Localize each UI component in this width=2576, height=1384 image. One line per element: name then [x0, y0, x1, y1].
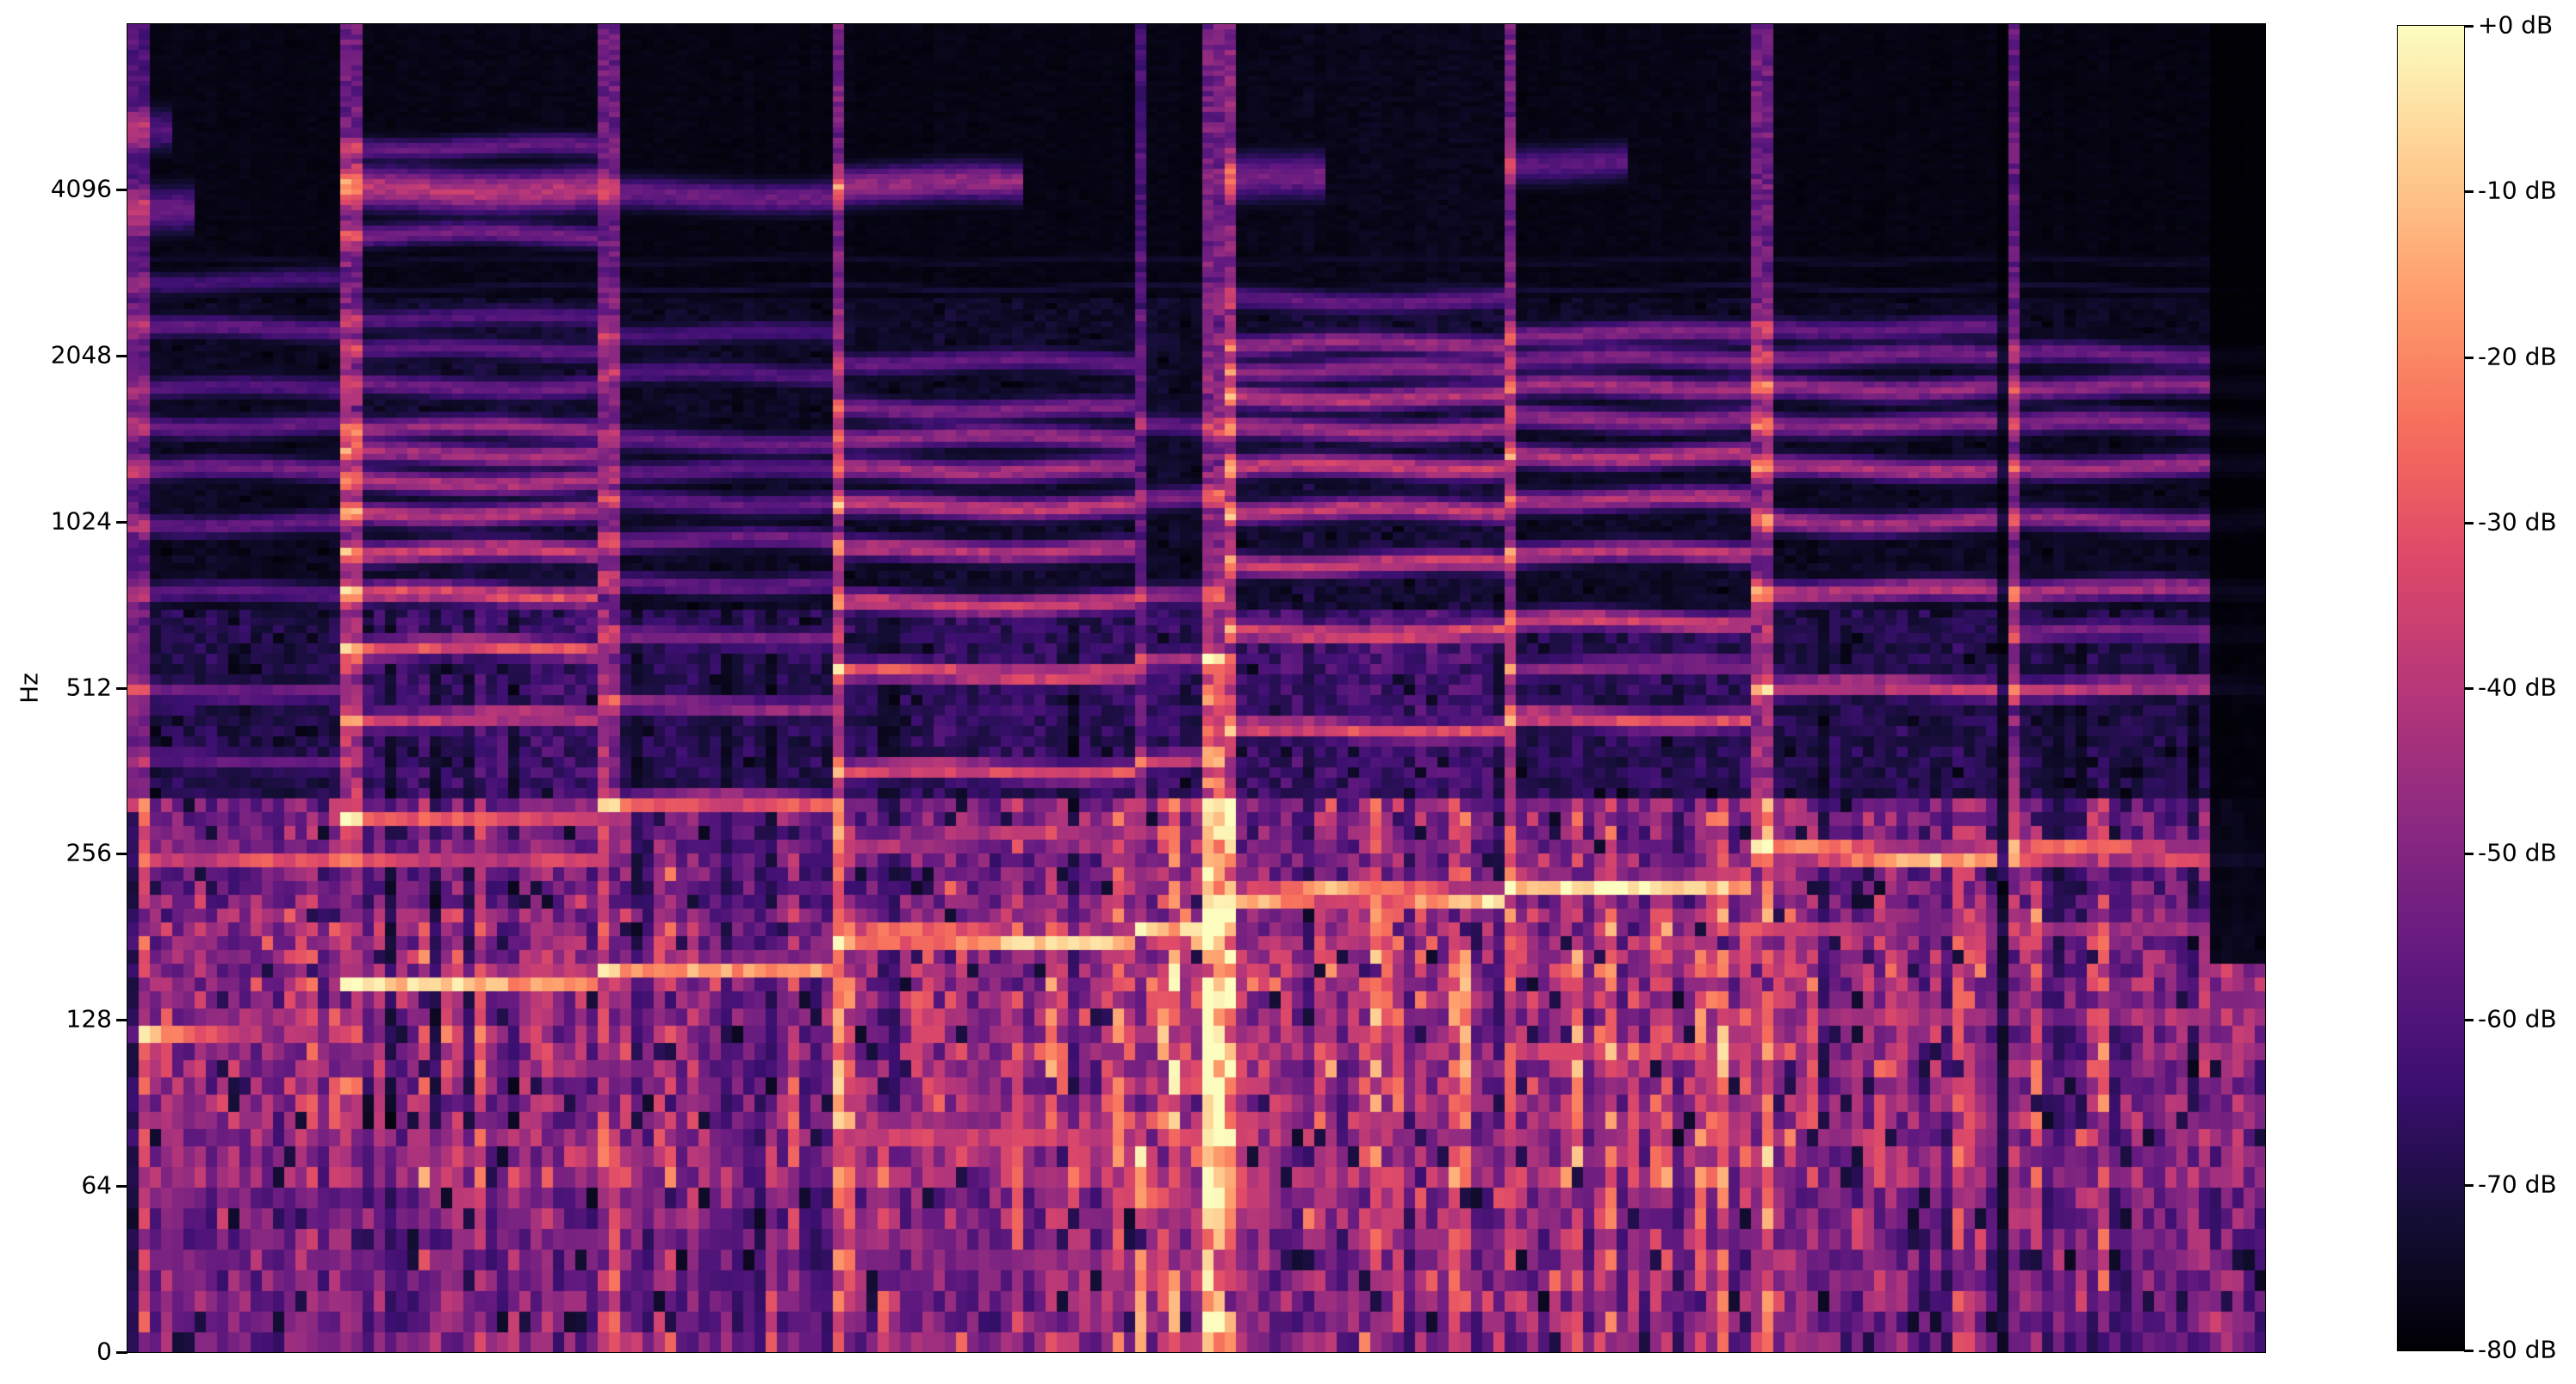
colorbar-tick-mark — [2464, 853, 2474, 855]
y-tick-label: 4096 — [50, 174, 112, 203]
y-tick-label: 0 — [96, 1337, 112, 1366]
y-tick-mark — [116, 687, 127, 690]
y-tick-mark — [116, 521, 127, 524]
y-tick-label: 64 — [81, 1170, 112, 1200]
spectrogram-canvas — [127, 24, 2265, 1352]
y-tick-mark — [116, 853, 127, 855]
colorbar-tick-label: -30 dB — [2478, 507, 2557, 537]
colorbar-tick-mark — [2464, 522, 2474, 524]
colorbar-tick-label: -80 dB — [2478, 1335, 2557, 1364]
colorbar-tick-mark — [2464, 357, 2474, 359]
plot-area — [127, 23, 2266, 1353]
colorbar-tick-mark — [2464, 190, 2474, 193]
y-tick-mark — [116, 1185, 127, 1188]
colorbar-tick-mark — [2464, 1184, 2474, 1187]
y-tick-label: 2048 — [50, 340, 112, 369]
colorbar-tick-label: -20 dB — [2478, 342, 2557, 371]
colorbar-tick-mark — [2464, 687, 2474, 690]
colorbar-tick-label: -10 dB — [2478, 176, 2557, 205]
colorbar-tick-label: -50 dB — [2478, 838, 2557, 867]
colorbar-tick-label: -70 dB — [2478, 1170, 2557, 1199]
y-tick-mark — [116, 1019, 127, 1021]
y-tick-label: 128 — [65, 1004, 112, 1033]
colorbar-tick-mark — [2464, 1350, 2474, 1352]
y-tick-label: 256 — [65, 838, 112, 867]
y-tick-mark — [116, 1351, 127, 1354]
colorbar-tick-mark — [2464, 25, 2474, 28]
colorbar-tick-mark — [2464, 1019, 2474, 1021]
y-tick-mark — [116, 189, 127, 191]
colorbar-tick-label: -60 dB — [2478, 1004, 2557, 1033]
colorbar-tick-label: -40 dB — [2478, 673, 2557, 702]
y-tick-label: 1024 — [50, 506, 112, 536]
y-tick-mark — [116, 355, 127, 357]
colorbar-tick-label: +0 dB — [2478, 10, 2554, 40]
colorbar — [2397, 25, 2465, 1351]
colorbar-gradient — [2398, 26, 2464, 1350]
y-tick-label: 512 — [65, 673, 112, 702]
